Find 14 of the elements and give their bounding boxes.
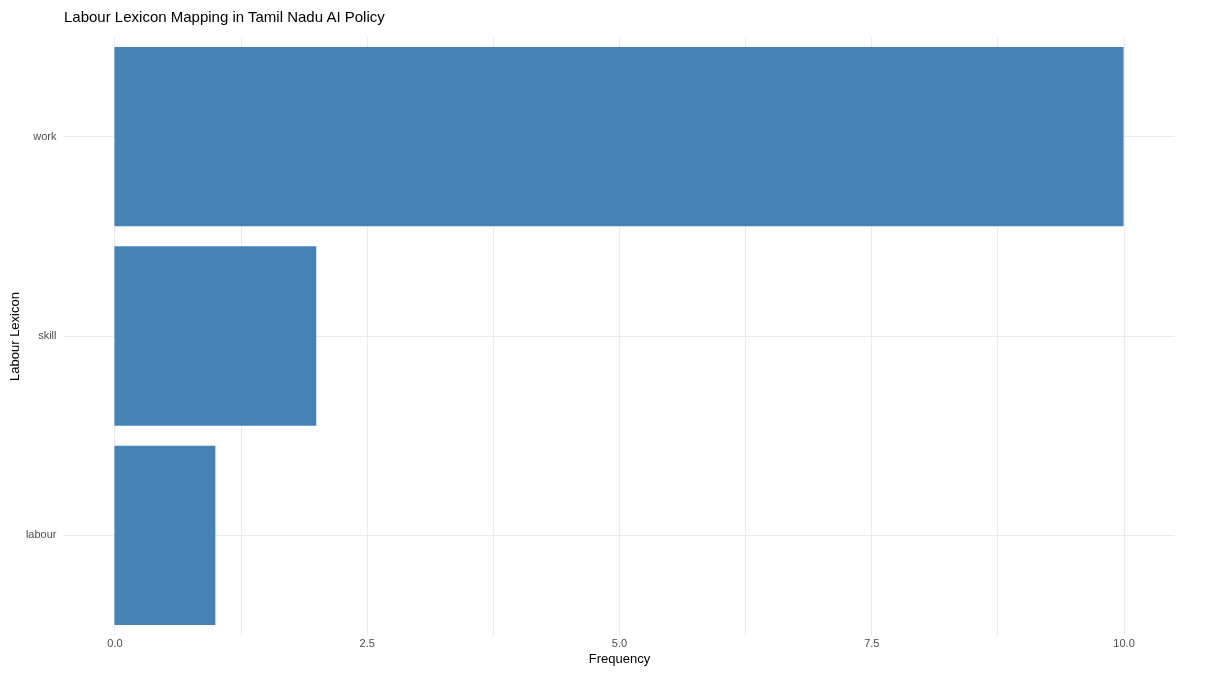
y-axis-title: Labour Lexicon <box>6 292 22 381</box>
x-tick-label: 2.5 <box>359 636 375 649</box>
bar <box>114 46 1124 227</box>
x-tick-label: 5.0 <box>611 636 628 649</box>
bar <box>114 246 317 426</box>
y-tick-label: labour <box>25 528 57 541</box>
bar <box>114 445 216 626</box>
x-axis-title: Frequency <box>588 650 651 666</box>
chart-title: Labour Lexicon Mapping in Tamil Nadu AI Policy <box>64 8 386 25</box>
x-tick-label: 7.5 <box>864 636 880 649</box>
x-tick-label: 10.0 <box>1113 636 1135 649</box>
y-tick-label: work <box>32 129 57 142</box>
y-tick-label: skill <box>38 329 57 341</box>
x-tick-label: 0.0 <box>107 636 123 649</box>
